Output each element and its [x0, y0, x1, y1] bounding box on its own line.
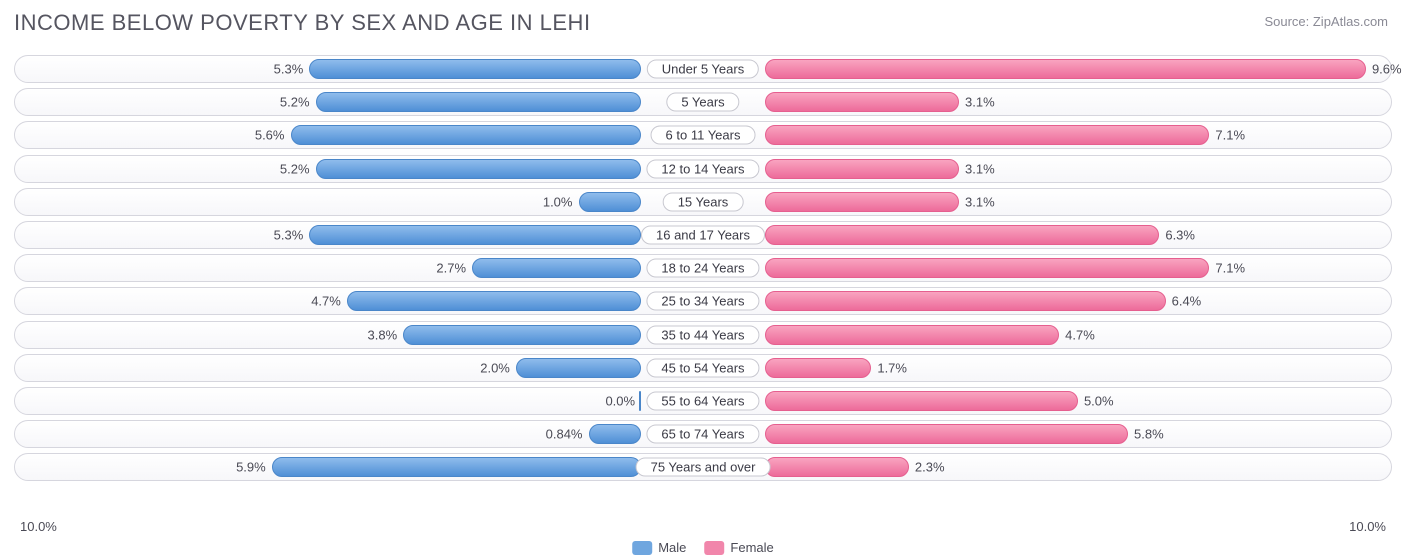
age-label: 25 to 34 Years	[646, 292, 759, 311]
female-value: 5.0%	[1084, 393, 1114, 408]
age-label: 45 to 54 Years	[646, 358, 759, 377]
age-label: 55 to 64 Years	[646, 391, 759, 410]
male-bar	[347, 291, 641, 311]
male-bar	[272, 457, 641, 477]
female-value: 3.1%	[965, 95, 995, 110]
chart-row: 4.7% 6.4% 25 to 34 Years	[14, 287, 1392, 315]
male-bar	[309, 59, 641, 79]
age-label: 16 and 17 Years	[641, 225, 765, 244]
male-bar	[309, 225, 641, 245]
legend: Male Female	[632, 540, 774, 555]
female-bar	[765, 225, 1159, 245]
male-bar	[291, 125, 642, 145]
male-value: 5.2%	[280, 95, 310, 110]
male-bar	[516, 358, 641, 378]
age-label: 12 to 14 Years	[646, 159, 759, 178]
age-label: 65 to 74 Years	[646, 425, 759, 444]
male-value: 4.7%	[311, 294, 341, 309]
female-swatch	[704, 541, 724, 555]
chart-title: INCOME BELOW POVERTY BY SEX AND AGE IN L…	[14, 10, 591, 36]
female-value: 5.8%	[1134, 427, 1164, 442]
female-bar	[765, 424, 1128, 444]
chart-row: 2.0% 1.7% 45 to 54 Years	[14, 354, 1392, 382]
male-bar	[316, 92, 642, 112]
axis-max-left: 10.0%	[20, 519, 57, 534]
male-value: 5.2%	[280, 161, 310, 176]
legend-label-female: Female	[730, 540, 773, 555]
male-bar	[472, 258, 641, 278]
male-value: 5.6%	[255, 128, 285, 143]
female-bar	[765, 125, 1210, 145]
female-bar	[765, 325, 1059, 345]
age-label: 35 to 44 Years	[646, 325, 759, 344]
chart-row: 5.3% 6.3% 16 and 17 Years	[14, 221, 1392, 249]
age-label: 6 to 11 Years	[651, 126, 756, 145]
legend-item-female: Female	[704, 540, 773, 555]
male-value: 5.3%	[274, 62, 304, 77]
male-swatch	[632, 541, 652, 555]
female-value: 2.3%	[915, 460, 945, 475]
female-value: 6.3%	[1165, 227, 1195, 242]
male-bar	[589, 424, 642, 444]
age-label: 5 Years	[666, 93, 739, 112]
female-bar	[765, 358, 871, 378]
male-bar	[579, 192, 642, 212]
female-bar	[765, 391, 1078, 411]
female-bar	[765, 457, 909, 477]
male-value: 1.0%	[543, 194, 573, 209]
male-value: 5.3%	[274, 227, 304, 242]
chart-row: 0.0% 5.0% 55 to 64 Years	[14, 387, 1392, 415]
female-value: 1.7%	[877, 360, 907, 375]
chart-row: 5.2% 3.1% 5 Years	[14, 88, 1392, 116]
x-axis: 10.0% 10.0%	[14, 519, 1392, 537]
chart-row: 5.9% 2.3% 75 Years and over	[14, 453, 1392, 481]
chart-row: 5.6% 7.1% 6 to 11 Years	[14, 121, 1392, 149]
chart-row: 2.7% 7.1% 18 to 24 Years	[14, 254, 1392, 282]
female-value: 3.1%	[965, 194, 995, 209]
age-label: 15 Years	[663, 192, 744, 211]
legend-label-male: Male	[658, 540, 686, 555]
female-value: 6.4%	[1172, 294, 1202, 309]
female-bar	[765, 159, 959, 179]
age-label: 18 to 24 Years	[646, 259, 759, 278]
female-value: 7.1%	[1215, 261, 1245, 276]
male-value: 3.8%	[368, 327, 398, 342]
male-value: 2.7%	[436, 261, 466, 276]
chart-row: 5.3%9.6%Under 5 Years	[14, 55, 1392, 83]
chart-area: 5.3%9.6%Under 5 Years 5.2% 3.1% 5 Years 5.6%…	[14, 55, 1392, 517]
chart-row: 0.84% 5.8% 65 to 74 Years	[14, 420, 1392, 448]
male-bar	[403, 325, 641, 345]
chart-row: 5.2% 3.1% 12 to 14 Years	[14, 155, 1392, 183]
age-label: 75 Years and over	[636, 458, 771, 477]
female-value: 4.7%	[1065, 327, 1095, 342]
female-value: 7.1%	[1215, 128, 1245, 143]
female-bar	[765, 192, 959, 212]
female-bar	[765, 258, 1210, 278]
source-credit: Source: ZipAtlas.com	[1264, 14, 1388, 29]
chart-row: 3.8% 4.7% 35 to 44 Years	[14, 321, 1392, 349]
male-bar	[316, 159, 642, 179]
male-value: 5.9%	[236, 460, 266, 475]
age-label: Under 5 Years	[647, 60, 759, 79]
female-bar	[765, 291, 1166, 311]
legend-item-male: Male	[632, 540, 686, 555]
male-value: 0.0%	[605, 393, 635, 408]
male-value: 0.84%	[546, 427, 583, 442]
female-value: 3.1%	[965, 161, 995, 176]
female-bar	[765, 59, 1366, 79]
chart-row: 1.0% 3.1% 15 Years	[14, 188, 1392, 216]
male-value: 2.0%	[480, 360, 510, 375]
axis-max-right: 10.0%	[1349, 519, 1386, 534]
female-bar	[765, 92, 959, 112]
male-bar	[639, 391, 641, 411]
female-value: 9.6%	[1372, 62, 1402, 77]
